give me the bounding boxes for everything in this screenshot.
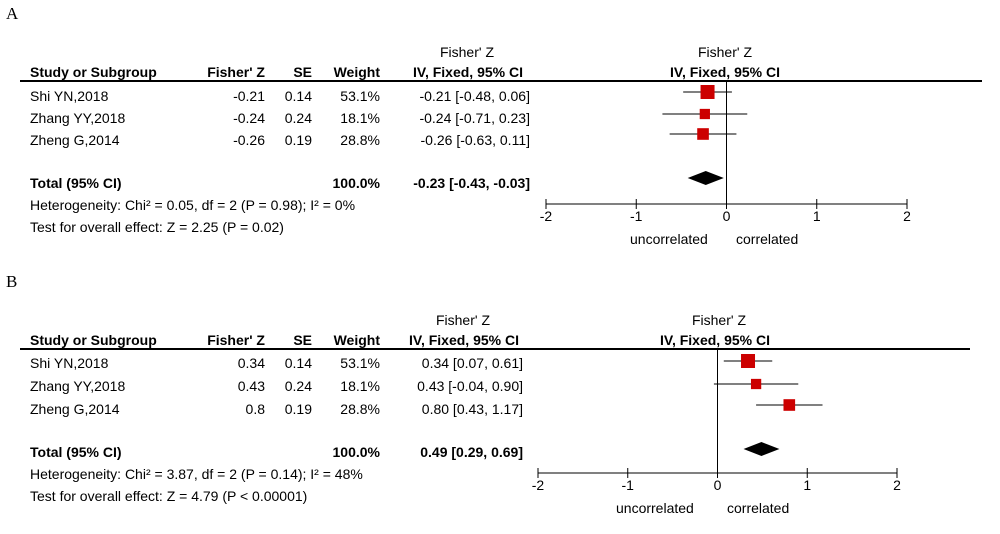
study-point-estimate — [750, 378, 762, 390]
study-ci: 0.34 [0.07, 0.61] — [421, 355, 523, 371]
plot-header-bottom: IV, Fixed, 95% CI — [660, 332, 770, 348]
se-column-header: SE — [293, 332, 312, 348]
study-name: Shi YN,2018 — [30, 88, 109, 104]
study-effect: -0.24 — [233, 110, 265, 126]
study-point-estimate — [741, 354, 756, 368]
study-ci: 0.80 [0.43, 1.17] — [421, 401, 523, 417]
study-name: Zheng G,2014 — [30, 132, 120, 148]
study-weight: 18.1% — [340, 110, 380, 126]
study-name: Zhang YY,2018 — [30, 378, 126, 394]
forest-plot-svg: -2 -1 0 1 2 — [532, 348, 901, 493]
study-ci: -0.24 [-0.71, 0.23] — [419, 110, 530, 126]
study-weight: 18.1% — [340, 378, 380, 394]
study-se: 0.14 — [284, 88, 312, 104]
total-ci: -0.23 [-0.43, -0.03] — [413, 175, 530, 191]
x-tick-label: -2 — [532, 477, 545, 493]
total-weight: 100.0% — [332, 175, 380, 191]
study-se: 0.14 — [284, 355, 312, 371]
forest-plot-svg: -2 -1 0 1 2 — [540, 80, 911, 224]
study-effect: 0.8 — [245, 401, 265, 417]
study-name: Zhang YY,2018 — [30, 110, 126, 126]
overall-effect-text: Test for overall effect: Z = 4.79 (P < 0… — [30, 488, 308, 504]
plot-header-top: Fisher' Z — [697, 44, 752, 60]
study-se: 0.24 — [284, 378, 312, 394]
effect-column-header: Fisher' Z — [207, 64, 265, 80]
study-point-estimate — [697, 128, 709, 140]
se-column-header: SE — [293, 64, 312, 80]
study-effect: 0.43 — [237, 378, 265, 394]
header-rule — [20, 80, 982, 82]
study-effect: -0.21 — [233, 88, 265, 104]
heterogeneity-text: Heterogeneity: Chi² = 3.87, df = 2 (P = … — [30, 466, 363, 482]
x-tick-label: 2 — [903, 208, 911, 224]
pooled-estimate-diamond — [687, 171, 724, 185]
ci-header-bottom: IV, Fixed, 95% CI — [413, 64, 523, 80]
axis-label-left: uncorrelated — [616, 500, 694, 516]
x-tick-label: 2 — [893, 477, 901, 493]
study-effect: 0.34 — [237, 355, 265, 371]
weight-column-header: Weight — [333, 332, 380, 348]
study-column-header: Study or Subgroup — [30, 332, 157, 348]
x-tick-label: -2 — [540, 208, 553, 224]
x-tick-label: -1 — [622, 477, 635, 493]
overall-effect-text: Test for overall effect: Z = 2.25 (P = 0… — [30, 219, 284, 235]
x-tick-label: 0 — [714, 477, 722, 493]
study-weight: 28.8% — [340, 132, 380, 148]
study-weight: 28.8% — [340, 401, 380, 417]
x-tick-label: 0 — [723, 208, 731, 224]
total-weight: 100.0% — [332, 444, 380, 460]
study-point-estimate — [783, 399, 796, 411]
study-se: 0.19 — [284, 132, 312, 148]
study-se: 0.19 — [284, 401, 312, 417]
study-weight: 53.1% — [340, 88, 380, 104]
total-label: Total (95% CI) — [30, 175, 122, 191]
x-tick-label: 1 — [803, 477, 811, 493]
ci-header-bottom: IV, Fixed, 95% CI — [409, 332, 519, 348]
study-weight: 53.1% — [340, 355, 380, 371]
forest-panel-b: B Fisher' Z Fisher' Z Study or Subgroup … — [0, 268, 1000, 534]
plot-header-bottom: IV, Fixed, 95% CI — [670, 64, 780, 80]
study-point-estimate — [699, 108, 710, 120]
study-point-estimate — [700, 85, 715, 99]
heterogeneity-text: Heterogeneity: Chi² = 0.05, df = 2 (P = … — [30, 197, 356, 213]
forest-panel-a: A Fisher' Z Fisher' Z Study or Subgroup … — [0, 0, 1000, 266]
study-column-header: Study or Subgroup — [30, 64, 157, 80]
panel-label: B — [6, 272, 18, 291]
ci-header-top: Fisher' Z — [439, 44, 494, 60]
study-effect: -0.26 — [233, 132, 265, 148]
axis-label-right: correlated — [727, 500, 790, 516]
total-label: Total (95% CI) — [30, 444, 122, 460]
plot-header-top: Fisher' Z — [691, 312, 746, 328]
ci-header-top: Fisher' Z — [435, 312, 490, 328]
axis-label-right: correlated — [736, 231, 799, 247]
study-name: Shi YN,2018 — [30, 355, 109, 371]
pooled-estimate-diamond — [743, 442, 780, 456]
panel-label: A — [6, 4, 19, 23]
x-tick-label: 1 — [813, 208, 821, 224]
header-rule — [20, 348, 970, 350]
study-ci: -0.26 [-0.63, 0.11] — [420, 132, 530, 148]
study-ci: 0.43 [-0.04, 0.90] — [417, 378, 523, 394]
study-name: Zheng G,2014 — [30, 401, 120, 417]
effect-column-header: Fisher' Z — [207, 332, 265, 348]
study-ci: -0.21 [-0.48, 0.06] — [419, 88, 530, 104]
weight-column-header: Weight — [333, 64, 380, 80]
x-tick-label: -1 — [630, 208, 643, 224]
study-se: 0.24 — [284, 110, 312, 126]
axis-label-left: uncorrelated — [630, 231, 708, 247]
total-ci: 0.49 [0.29, 0.69] — [420, 444, 523, 460]
